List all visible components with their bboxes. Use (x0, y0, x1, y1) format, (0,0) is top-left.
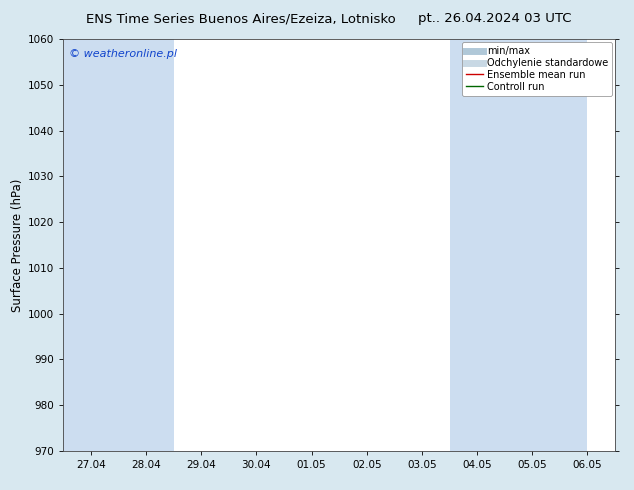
Y-axis label: Surface Pressure (hPa): Surface Pressure (hPa) (11, 178, 24, 312)
Text: pt.. 26.04.2024 03 UTC: pt.. 26.04.2024 03 UTC (418, 12, 571, 25)
Bar (505, 39, 560, 451)
Bar (63, 39, 119, 451)
Text: © weatheronline.pl: © weatheronline.pl (69, 49, 177, 59)
Bar (560, 39, 588, 451)
Text: ENS Time Series Buenos Aires/Ezeiza, Lotnisko: ENS Time Series Buenos Aires/Ezeiza, Lot… (86, 12, 396, 25)
Legend: min/max, Odchylenie standardowe, Ensemble mean run, Controll run: min/max, Odchylenie standardowe, Ensembl… (462, 42, 612, 96)
Bar (119, 39, 174, 451)
Bar (450, 39, 505, 451)
